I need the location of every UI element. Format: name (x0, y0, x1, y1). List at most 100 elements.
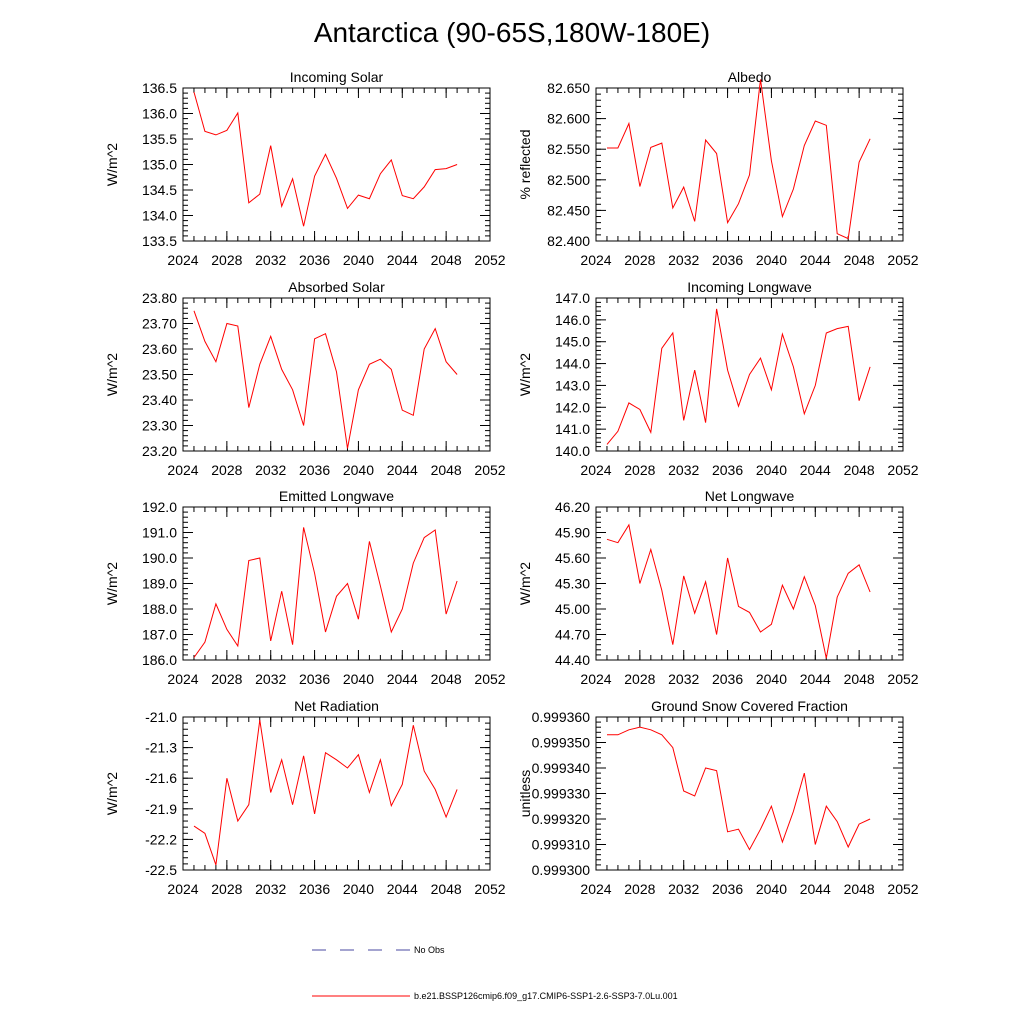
y-tick-label: 23.20 (142, 443, 177, 459)
x-tick-label: 2044 (387, 252, 418, 268)
x-tick-label: 2052 (474, 462, 505, 478)
y-tick-label: 136.5 (142, 80, 177, 96)
x-tick-label: 2028 (211, 462, 242, 478)
y-tick-label: 23.40 (142, 392, 177, 408)
y-tick-label: 191.0 (142, 525, 177, 541)
plot-frame (595, 716, 904, 871)
plot-frame (595, 87, 904, 242)
y-tick-label: 192.0 (142, 499, 177, 515)
x-tick-label: 2036 (299, 881, 330, 897)
x-tick-label: 2048 (844, 462, 875, 478)
y-tick-label: 0.999340 (532, 760, 591, 776)
x-tick-label: 2024 (167, 671, 198, 687)
y-tick-label: 134.0 (142, 208, 177, 224)
panel-title: Incoming Longwave (687, 279, 812, 295)
y-tick-label: 23.70 (142, 316, 177, 332)
y-tick-label: 188.0 (142, 601, 177, 617)
legend-obs-label: No Obs (414, 945, 445, 955)
x-tick-label: 2032 (668, 671, 699, 687)
x-tick-label: 2052 (887, 252, 918, 268)
y-tick-label: 82.600 (547, 111, 590, 127)
x-tick-label: 2036 (712, 462, 743, 478)
y-tick-label: 134.5 (142, 182, 177, 198)
x-tick-label: 2024 (580, 462, 611, 478)
series-line (607, 726, 871, 851)
x-tick-label: 2040 (343, 252, 374, 268)
x-tick-label: 2032 (668, 462, 699, 478)
x-tick-label: 2044 (800, 252, 831, 268)
y-axis-label: W/m^2 (104, 353, 120, 396)
y-tick-label: 45.00 (555, 601, 590, 617)
panel-title: Ground Snow Covered Fraction (651, 698, 848, 714)
x-tick-label: 2036 (712, 671, 743, 687)
x-tick-label: 2032 (668, 881, 699, 897)
x-tick-label: 2048 (431, 881, 462, 897)
panels: Incoming Solar W/m^2 133.5 134.0 134.5 135.0 1… (104, 69, 919, 897)
y-tick-label: 23.60 (142, 341, 177, 357)
y-tick-label: -22.2 (145, 831, 177, 847)
x-tick-label: 2024 (580, 252, 611, 268)
x-tick-label: 2032 (255, 881, 286, 897)
x-tick-label: 2040 (756, 252, 787, 268)
panel-title: Net Radiation (294, 698, 379, 714)
x-tick-label: 2052 (887, 462, 918, 478)
panel-title: Albedo (728, 69, 772, 85)
series-line (193, 720, 458, 866)
y-tick-label: 146.0 (555, 312, 590, 328)
y-tick-label: 45.30 (555, 576, 590, 592)
plot-frame (182, 716, 491, 871)
y-tick-label: -21.3 (145, 740, 177, 756)
x-tick-label: 2036 (712, 881, 743, 897)
y-tick-label: 133.5 (142, 233, 177, 249)
x-tick-label: 2024 (580, 671, 611, 687)
y-tick-label: 190.0 (142, 550, 177, 566)
panel-4: Incoming Longwave W/m^2 140.0 141.0 142.0 143… (517, 279, 919, 478)
x-tick-label: 2040 (343, 671, 374, 687)
x-tick-label: 2052 (474, 671, 505, 687)
y-tick-label: 0.999320 (532, 811, 591, 827)
panel-2: Albedo % reflected 82.400 82.450 82.500 82.55… (517, 69, 919, 268)
x-tick-label: 2032 (255, 462, 286, 478)
series-line (606, 523, 871, 659)
x-tick-label: 2024 (167, 881, 198, 897)
y-tick-label: 82.650 (547, 80, 590, 96)
x-tick-label: 2052 (474, 881, 505, 897)
x-tick-label: 2048 (431, 462, 462, 478)
y-tick-label: -21.6 (145, 770, 177, 786)
y-tick-label: 187.0 (142, 627, 177, 643)
x-tick-label: 2048 (431, 671, 462, 687)
panel-3: Absorbed Solar W/m^2 23.20 23.30 23.40 23.50 2… (104, 279, 506, 478)
plot-frame (182, 506, 491, 661)
y-tick-label: 45.60 (555, 550, 590, 566)
y-tick-label: 23.30 (142, 418, 177, 434)
y-tick-label: 44.70 (555, 627, 590, 643)
x-tick-label: 2036 (299, 252, 330, 268)
y-tick-label: 46.20 (555, 499, 590, 515)
plot-frame (182, 87, 491, 242)
y-tick-label: 147.0 (555, 290, 590, 306)
series-line (193, 310, 458, 449)
x-tick-label: 2032 (668, 252, 699, 268)
y-axis-label: W/m^2 (104, 143, 120, 186)
y-tick-label: 45.90 (555, 525, 590, 541)
legend-model-label: b.e21.BSSP126cmip6.f09_g17.CMIP6-SSP1-2.… (414, 991, 678, 1001)
series-line (606, 308, 871, 445)
x-tick-label: 2036 (299, 462, 330, 478)
y-tick-label: 144.0 (555, 356, 590, 372)
x-tick-label: 2044 (387, 881, 418, 897)
x-tick-label: 2028 (211, 671, 242, 687)
y-tick-label: 0.999350 (532, 735, 591, 751)
series-line (193, 527, 458, 658)
panel-7: Net Radiation W/m^2 -22.5 -22.2 -21.9 -21.6 -2… (104, 698, 506, 897)
x-tick-label: 2048 (431, 252, 462, 268)
x-tick-label: 2040 (343, 462, 374, 478)
x-tick-label: 2048 (844, 252, 875, 268)
y-tick-label: 23.50 (142, 367, 177, 383)
y-tick-label: 189.0 (142, 576, 177, 592)
x-tick-label: 2028 (624, 462, 655, 478)
x-tick-label: 2040 (756, 671, 787, 687)
y-tick-label: 82.550 (547, 141, 590, 157)
x-tick-label: 2052 (887, 881, 918, 897)
x-tick-label: 2028 (211, 252, 242, 268)
